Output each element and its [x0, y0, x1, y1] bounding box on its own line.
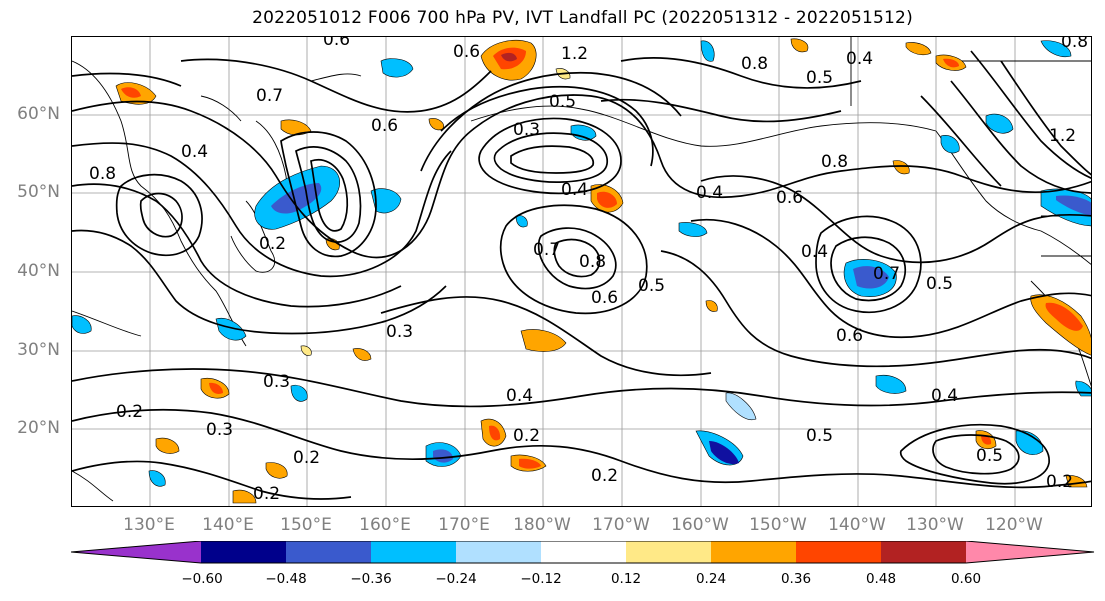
colorbar-tick-label: −0.48 — [265, 571, 307, 587]
contour-label: 0.2 — [253, 484, 280, 504]
colorbar-tick-label: 0.60 — [950, 571, 982, 587]
contour-label: 0.2 — [513, 426, 540, 446]
contour-label: 0.6 — [591, 288, 618, 308]
colorbar-tick-label: −0.36 — [350, 571, 392, 587]
map-canvas: 0.6 0.6 1.2 0.8 0.4 0.5 0.8 1.2 0.7 0.3 … — [72, 37, 1091, 506]
colorbar-tick-label: −0.24 — [435, 571, 477, 587]
lon-label: 130°W — [906, 515, 964, 535]
lon-label: 130°E — [123, 515, 175, 535]
lon-label: 150°W — [749, 515, 807, 535]
colorbar — [71, 541, 1095, 564]
colorbar-segment — [881, 541, 966, 563]
colorbar-outline — [71, 541, 1095, 564]
contour-label: 0.6 — [836, 326, 863, 346]
colorbar-segment — [711, 541, 796, 563]
colorbar-tick-label: 0.36 — [780, 571, 812, 587]
contour-label: 0.6 — [323, 37, 350, 50]
contour-label: 0.8 — [1061, 37, 1088, 52]
contour-label: 0.4 — [931, 386, 958, 406]
contour-label: 0.7 — [533, 240, 560, 260]
contour-label: 1.2 — [1049, 126, 1076, 146]
colorbar-tick-label: −0.12 — [520, 571, 562, 587]
contour-label: 0.4 — [846, 49, 873, 69]
colorbar-tick-label: 0.12 — [610, 571, 642, 587]
pv-shading — [72, 38, 1091, 504]
contour-label: 0.8 — [741, 54, 768, 74]
contour-label: 0.5 — [806, 68, 833, 88]
lon-label: 170°E — [438, 515, 490, 535]
colorbar-tick-label: −0.60 — [181, 571, 223, 587]
lon-label: 150°E — [280, 515, 332, 535]
contour-label: 0.6 — [453, 42, 480, 62]
colorbar-segment — [966, 541, 1094, 563]
colorbar-segment — [201, 541, 286, 563]
lon-label: 120°W — [985, 515, 1043, 535]
contour-label: 0.5 — [638, 276, 665, 296]
contour-label: 0.4 — [181, 142, 208, 162]
lon-label: 160°E — [359, 515, 411, 535]
lat-label: 50°N — [17, 182, 60, 202]
contour-label: 0.6 — [371, 116, 398, 136]
contour-labels: 0.6 0.6 1.2 0.8 0.4 0.5 0.8 1.2 0.7 0.3 … — [89, 37, 1088, 504]
contour-label: 0.3 — [263, 372, 290, 392]
contour-label: 0.2 — [591, 466, 618, 486]
lat-label: 60°N — [17, 104, 60, 124]
lon-label: 140°W — [828, 515, 886, 535]
contour-label: 0.4 — [506, 386, 533, 406]
contour-label: 0.4 — [696, 183, 723, 203]
lon-label: 180°W — [513, 515, 571, 535]
contour-label: 0.8 — [89, 164, 116, 184]
contour-label: 0.8 — [821, 152, 848, 172]
colorbar-tick-label: 0.48 — [865, 571, 897, 587]
colorbar-segment — [796, 541, 881, 563]
lon-label: 140°E — [202, 515, 254, 535]
contour-label: 0.7 — [873, 264, 900, 284]
colorbar-segment — [626, 541, 711, 563]
lat-label: 30°N — [17, 340, 60, 360]
contour-label: 0.4 — [801, 242, 828, 262]
lon-label: 160°W — [671, 515, 729, 535]
map-panel: 0.6 0.6 1.2 0.8 0.4 0.5 0.8 1.2 0.7 0.3 … — [71, 36, 1092, 507]
colorbar-segment — [456, 541, 541, 563]
contour-label: 0.5 — [976, 446, 1003, 466]
colorbar-segment — [371, 541, 456, 563]
contour-label: 0.5 — [806, 426, 833, 446]
colorbar-segment — [286, 541, 371, 563]
colorbar-segment — [71, 541, 201, 563]
lat-label: 20°N — [17, 418, 60, 438]
contour-label: 0.3 — [513, 120, 540, 140]
contour-label: 0.3 — [206, 420, 233, 440]
lat-label: 40°N — [17, 261, 60, 281]
contour-label: 0.5 — [926, 274, 953, 294]
contour-label: 0.2 — [259, 234, 286, 254]
colorbar-segment — [541, 541, 626, 563]
ivt-contours — [72, 50, 1091, 500]
map-title: 2022051012 F006 700 hPa PV, IVT Landfall… — [252, 8, 913, 28]
contour-label: 0.6 — [776, 188, 803, 208]
contour-label: 0.2 — [116, 402, 143, 422]
graticule — [72, 37, 1091, 506]
colorbar-tick-label: 0.24 — [695, 571, 727, 587]
contour-label: 0.5 — [549, 92, 576, 112]
contour-label: 0.8 — [579, 252, 606, 272]
contour-label: 0.2 — [293, 448, 320, 468]
contour-label: 0.2 — [1046, 472, 1073, 492]
lon-label: 170°W — [592, 515, 650, 535]
contour-label: 0.7 — [256, 86, 283, 106]
contour-label: 1.2 — [561, 44, 588, 64]
contour-label: 0.4 — [561, 180, 588, 200]
contour-label: 0.3 — [386, 322, 413, 342]
